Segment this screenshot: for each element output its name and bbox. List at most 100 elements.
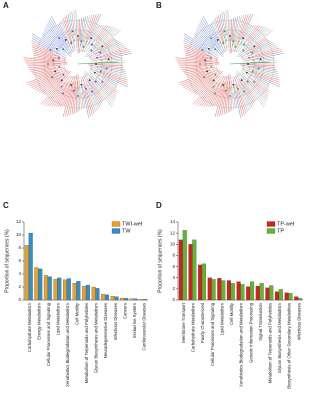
bar: [139, 299, 144, 301]
tree-branch: [49, 76, 70, 107]
tree-branch: [183, 42, 206, 53]
tree-branch: [199, 21, 220, 50]
tree-branch: [101, 78, 118, 89]
tree-branch: [242, 72, 270, 91]
tree-node: [208, 47, 210, 50]
bar: [211, 279, 216, 301]
tree-branch: [103, 46, 126, 55]
tree-branch: [33, 70, 51, 75]
bar: [250, 281, 255, 301]
tree-branch: [101, 65, 124, 68]
tree-branch: [63, 18, 74, 51]
legend-swatch: [266, 221, 276, 227]
tree-branch: [86, 29, 122, 58]
tree-branch: [212, 21, 223, 46]
x-tick-label: Cellular Processes and Signaling: [210, 302, 215, 366]
tree-branch: [96, 71, 128, 85]
tree-branch: [39, 74, 64, 93]
tree-branch: [31, 46, 66, 60]
tree-branch: [181, 69, 219, 87]
tree-node: [88, 79, 91, 82]
tree-branch: [179, 64, 208, 67]
tree-node: [251, 70, 254, 73]
tree-branch: [194, 79, 212, 95]
tree-branch: [246, 64, 275, 66]
tree-branch: [82, 15, 88, 40]
tree-branch: [189, 77, 210, 92]
bar: [24, 245, 29, 301]
tree-branch: [91, 84, 104, 102]
bar: [198, 264, 203, 301]
y-tick-label: 4: [172, 275, 175, 280]
x-tick-label: Cardiovascular Diseases: [141, 303, 146, 351]
tree-branch: [34, 69, 58, 77]
bar: [230, 283, 235, 301]
x-tick-label: Metabolism of Terpenoids and Polyketides: [267, 303, 272, 383]
legend-swatch: [111, 221, 121, 227]
tree-branch: [247, 76, 269, 93]
tree-branch: [84, 91, 91, 117]
y-tick-label: 8: [18, 245, 21, 250]
tree-branch: [84, 27, 115, 58]
legend-swatch: [111, 228, 121, 234]
tree-branch: [177, 61, 214, 64]
tree-branch: [80, 15, 90, 53]
tree-branch: [78, 19, 80, 48]
tree-branch: [67, 13, 76, 50]
tree-branch: [95, 76, 117, 93]
tree-node: [222, 42, 225, 44]
tree-branch: [235, 75, 251, 109]
tree-branch: [86, 24, 105, 52]
tree-node: [101, 45, 104, 48]
tree-node: [91, 90, 93, 93]
tree-node: [234, 45, 237, 48]
tree-branch: [102, 71, 128, 81]
y-tick-label: 0: [172, 297, 175, 302]
tree-node: [107, 58, 110, 61]
tree-branch: [234, 77, 247, 114]
tree-branch: [239, 89, 248, 112]
tree-branch: [219, 88, 226, 117]
tree-branch: [253, 65, 276, 68]
tree-branch: [87, 89, 96, 112]
tree-branch: [234, 14, 249, 52]
tree-branch: [62, 76, 74, 107]
tree-branch: [184, 33, 218, 56]
tree-branch: [90, 27, 118, 53]
tree-branch: [236, 72, 265, 108]
tree-branch: [90, 68, 128, 83]
tree-branch: [242, 74, 269, 97]
tree-branch: [45, 86, 61, 106]
tree-branch: [227, 9, 230, 42]
tree-branch: [95, 66, 126, 72]
bar: [43, 275, 48, 301]
tree-node: [229, 35, 231, 37]
tree-branch: [183, 37, 212, 54]
tree-branch: [194, 33, 218, 54]
tree-branch: [98, 38, 116, 51]
tree-branch: [185, 73, 214, 90]
bar: [201, 263, 206, 301]
y-tick-label: 0: [18, 297, 21, 302]
tree-branch: [90, 74, 117, 97]
tree-branch: [98, 49, 130, 59]
tree-branch: [53, 82, 68, 107]
tree-branch: [31, 37, 60, 54]
tree-node: [257, 67, 260, 70]
tree-branch: [82, 14, 93, 46]
tree-node: [243, 43, 246, 46]
tree-branch: [183, 35, 207, 50]
tree-branch: [101, 42, 121, 53]
tree-branch: [82, 77, 95, 114]
tree-branch: [237, 82, 250, 111]
tree-node: [54, 70, 57, 73]
bar: [66, 278, 71, 301]
tree-branch: [245, 60, 276, 63]
tree-branch: [64, 16, 73, 44]
bar: [284, 292, 289, 301]
y-tick-label: 4: [18, 271, 21, 276]
tree-node: [95, 63, 97, 65]
tree-branch: [192, 70, 222, 94]
x-tick-label: Neurodegenerative Diseases: [103, 303, 108, 358]
tree-branch: [43, 29, 72, 58]
